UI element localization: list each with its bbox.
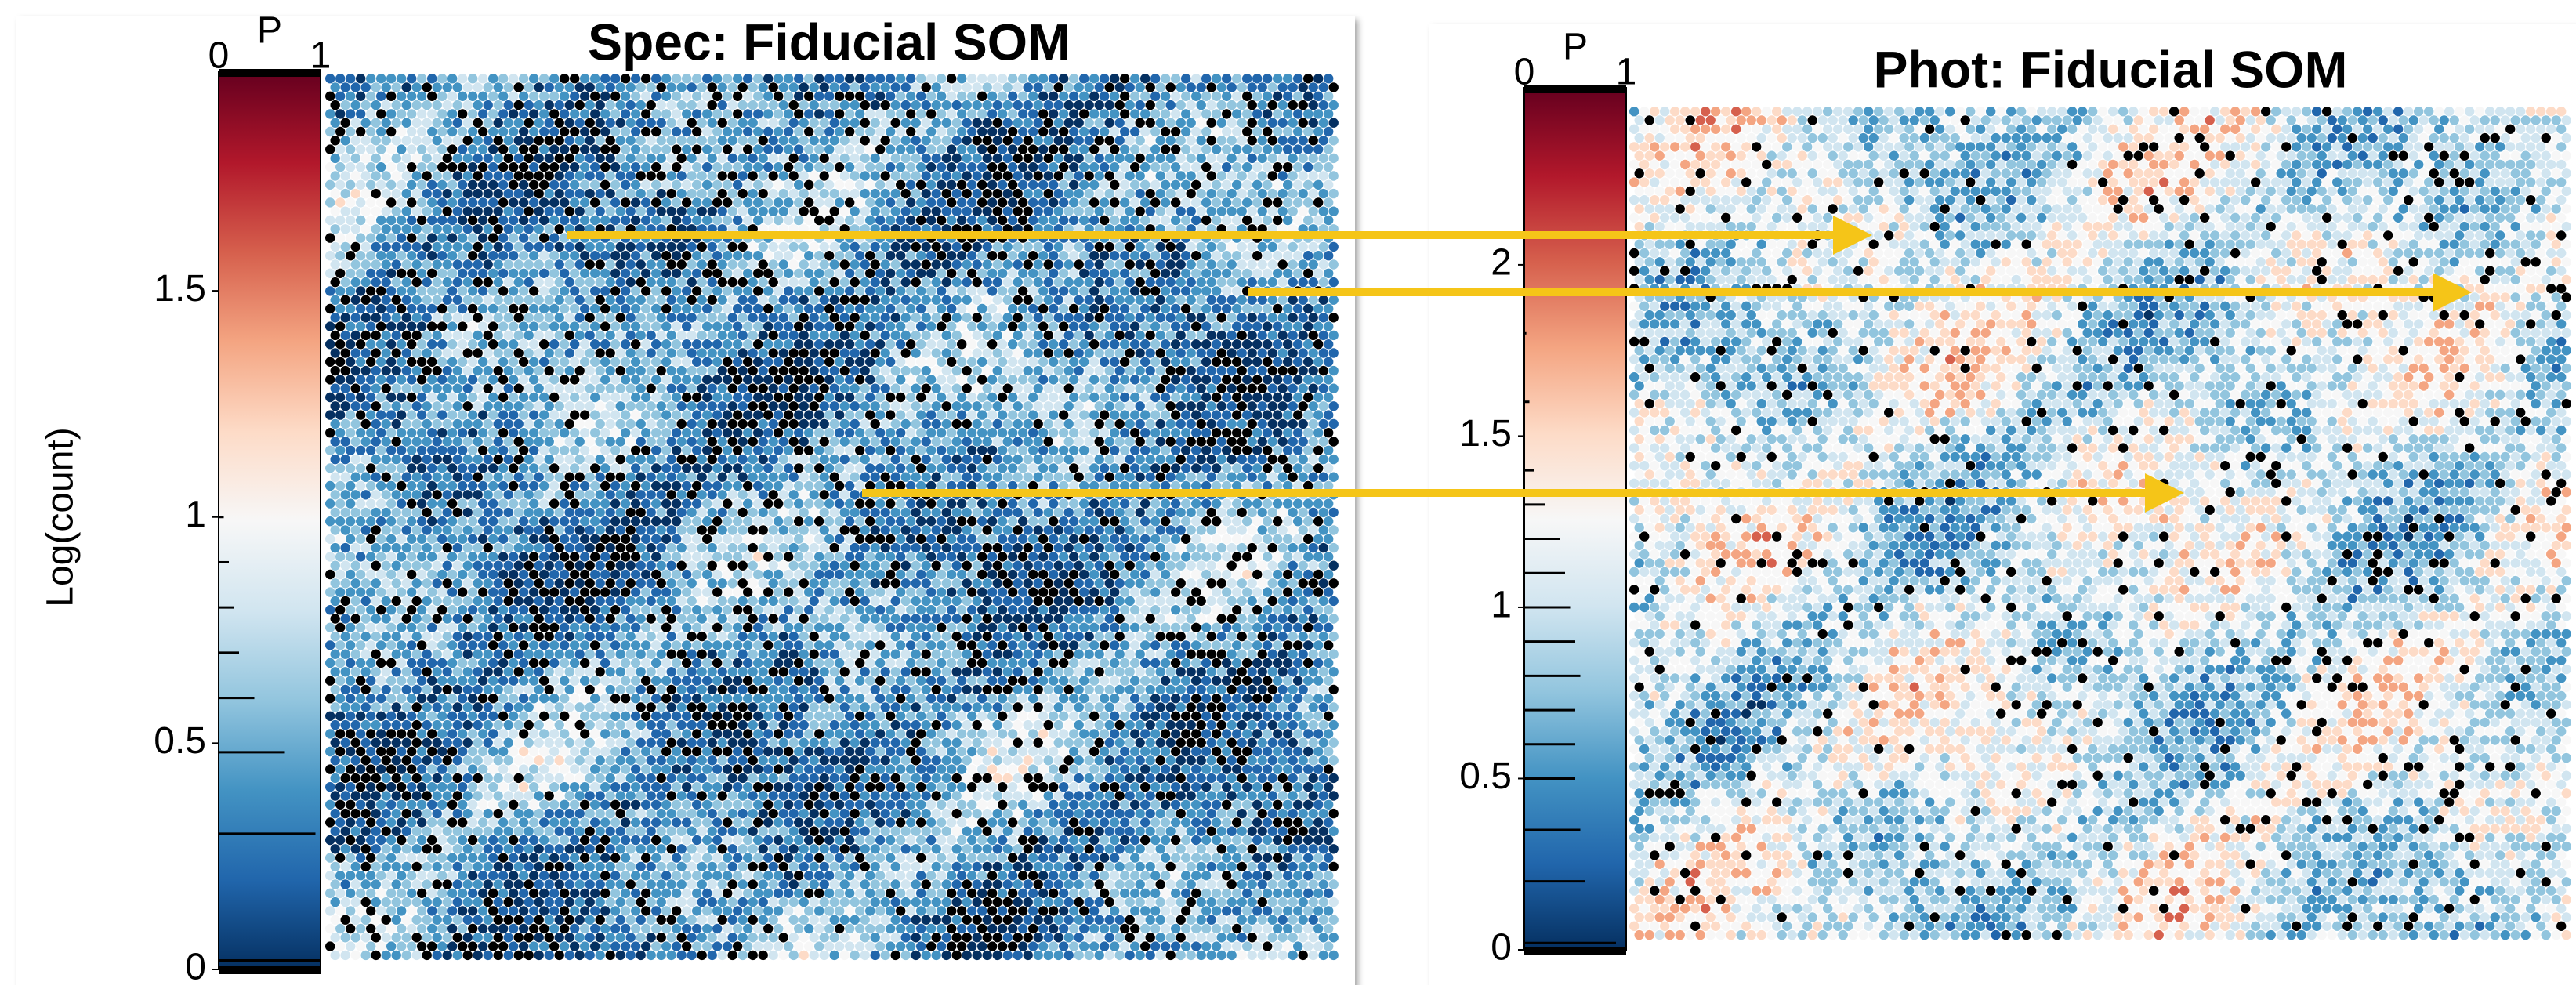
chart-title: Spec: Fiducial SOM xyxy=(588,13,1071,71)
colorbar xyxy=(1524,90,1626,950)
y-axis-label: Log(count) xyxy=(40,427,82,607)
colorbar-tick-label: 0 xyxy=(1514,52,1535,93)
som-panel: P0100.511.5Spec: Fiducial SOMLog(count) xyxy=(40,10,1339,985)
y-tick-label: 2 xyxy=(1491,242,1512,284)
chart-title: Phot: Fiducial SOM xyxy=(1874,40,2348,98)
colorbar-cap xyxy=(219,69,321,77)
y-tick-label: 0 xyxy=(1491,927,1512,969)
colorbar-label: P xyxy=(1563,27,1588,68)
y-tick-label: 0 xyxy=(185,947,206,985)
colorbar-tick-label: 1 xyxy=(310,35,332,77)
y-tick-label: 0.5 xyxy=(1459,755,1512,797)
colorbar-cap xyxy=(1524,85,1626,93)
y-tick-label: 1 xyxy=(1491,585,1512,626)
colorbar-cap xyxy=(1524,947,1626,955)
y-tick-label: 1.5 xyxy=(1459,413,1512,455)
colorbar xyxy=(219,74,321,969)
y-tick-label: 1.5 xyxy=(154,268,206,310)
y-tick-label: 0.5 xyxy=(154,720,206,762)
colorbar-label: P xyxy=(257,10,282,52)
panels: P0100.511.5Spec: Fiducial SOMLog(count)P… xyxy=(40,10,2571,985)
colorbar-tick-label: 1 xyxy=(1616,52,1637,93)
colorbar-cap xyxy=(219,966,321,974)
y-tick-label: 1 xyxy=(185,494,206,535)
colorbar-tick-label: 0 xyxy=(208,35,230,77)
